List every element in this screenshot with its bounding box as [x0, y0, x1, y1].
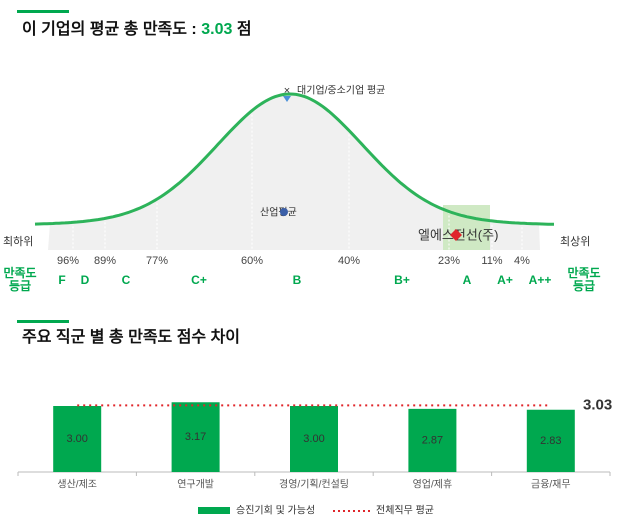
- bar-chart: 생산/제조 연구개발 경영/기획/컨설팅 영업/제휴 금융/재무 3.00 3.17 3.00…: [17, 396, 612, 517]
- grade-label: B+: [394, 273, 410, 287]
- grade-caption: 등급: [9, 279, 31, 293]
- legend-swatch: [198, 507, 230, 514]
- percentile-label: 40%: [338, 255, 360, 267]
- value-label: 2.83: [540, 435, 561, 447]
- marker-x: ×: [284, 85, 290, 97]
- marker-arrow: [283, 96, 291, 102]
- summary-title: 이 기업의 평균 총 만족도 : 3.03 점: [22, 19, 252, 38]
- grade-label: A: [463, 273, 472, 287]
- industry-marker: [280, 208, 288, 216]
- value-label: 2.87: [422, 434, 443, 446]
- x-tick-label: 경영/기획/컨설팅: [279, 478, 349, 491]
- percentile-label: 60%: [241, 255, 263, 267]
- percentile-label: 96%: [57, 255, 79, 267]
- percentile-label: 23%: [438, 255, 460, 267]
- value-label: 3.17: [185, 431, 206, 443]
- legend-label: 전체직무 평균: [376, 505, 434, 517]
- grade-label: B: [293, 273, 302, 287]
- summary-unit: 점: [237, 19, 252, 38]
- percentile-label: 4%: [514, 255, 530, 267]
- percentile-label: 77%: [146, 255, 168, 267]
- section-marker: [17, 320, 69, 323]
- reference-label: 3.03: [583, 396, 612, 413]
- grade-label: F: [58, 273, 65, 287]
- x-tick-label: 영업/제휴: [413, 478, 453, 491]
- large-company-label: 대기업/중소기업 평균: [297, 84, 385, 97]
- lowest-label: 최하위: [3, 234, 33, 248]
- bar: [171, 402, 220, 472]
- grade-caption: 만족도: [3, 265, 36, 280]
- value-label: 3.00: [303, 433, 324, 445]
- chart-title: 주요 직군 별 총 만족도 점수 차이: [22, 327, 240, 346]
- grade-caption: 등급: [573, 279, 595, 293]
- value-label: 3.00: [66, 433, 87, 445]
- legend-label: 승진기회 및 가능성: [236, 505, 315, 517]
- grade-label: C+: [191, 273, 207, 287]
- distribution: ×대기업/중소기업 평균산업평균엘에스전선(주)최하위최상위96%89%77%6…: [3, 84, 601, 294]
- highest-label: 최상위: [560, 235, 590, 248]
- bar: [53, 406, 102, 472]
- grade-label: C: [122, 273, 131, 287]
- x-tick-label: 생산/제조: [57, 479, 97, 491]
- bar: [290, 406, 338, 472]
- grade-caption: 만족도: [567, 265, 600, 280]
- percentile-label: 11%: [481, 255, 502, 267]
- curve-area: [48, 94, 540, 250]
- grade-label: A+: [497, 273, 513, 287]
- x-tick-label: 연구개발: [177, 479, 214, 491]
- percentile-label: 89%: [94, 255, 116, 267]
- summary-label: 이 기업의 평균 총 만족도 :: [22, 20, 197, 38]
- summary-score: 3.03: [201, 21, 232, 38]
- industry-label: 산업평균: [260, 206, 297, 219]
- grade-label: A++: [529, 273, 552, 287]
- curve: [34, 92, 554, 226]
- section-marker: [17, 10, 69, 13]
- bar: [526, 409, 575, 472]
- x-tick-label: 금융/재무: [531, 479, 571, 491]
- grade-label: D: [81, 273, 90, 287]
- bar: [408, 408, 457, 472]
- company-marker: [450, 229, 462, 241]
